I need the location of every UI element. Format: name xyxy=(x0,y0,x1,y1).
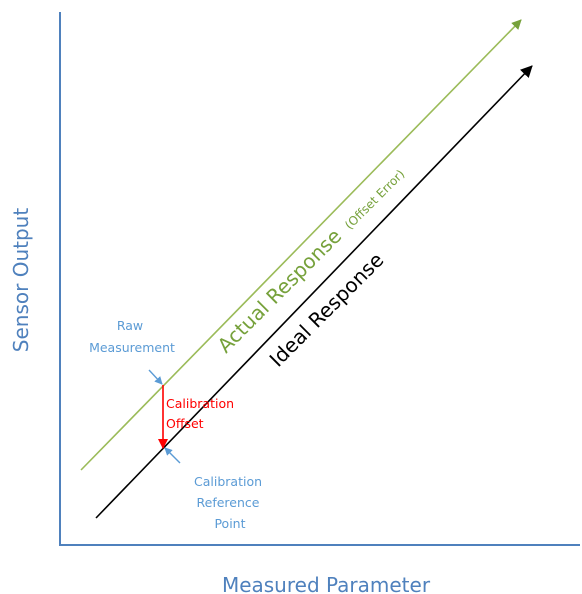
calibration-offset-label: Calibration Offset xyxy=(166,396,238,431)
ideal-response-line xyxy=(95,65,533,519)
calibration-reference-point-label-line-3: Point xyxy=(214,516,245,531)
raw-measurement-pointer-arrow xyxy=(148,369,163,385)
actual-response-label-main: Actual Response xyxy=(213,224,347,358)
calibration-reference-pointer-arrow xyxy=(164,447,181,464)
calibration-reference-point-label-line-1: Calibration xyxy=(194,474,262,489)
actual-response-label-note: (Offset Error) xyxy=(342,167,407,232)
ideal-response-label: Ideal Response xyxy=(265,248,389,372)
calibration-reference-point-label-line-2: Reference xyxy=(197,495,260,510)
raw-measurement-label-line-1: Raw xyxy=(117,318,143,333)
calibration-offset-label-line-1: Calibration xyxy=(166,396,234,411)
calibration-offset-label-line-2: Offset xyxy=(166,416,204,431)
y-axis-label: Sensor Output xyxy=(9,208,33,353)
actual-response-line xyxy=(80,19,522,471)
raw-measurement-label-line-2: Measurement xyxy=(89,340,175,355)
calibration-reference-point-label: Calibration Reference Point xyxy=(194,474,266,531)
x-axis-label: Measured Parameter xyxy=(222,573,431,594)
raw-measurement-label: Raw Measurement xyxy=(89,318,175,355)
